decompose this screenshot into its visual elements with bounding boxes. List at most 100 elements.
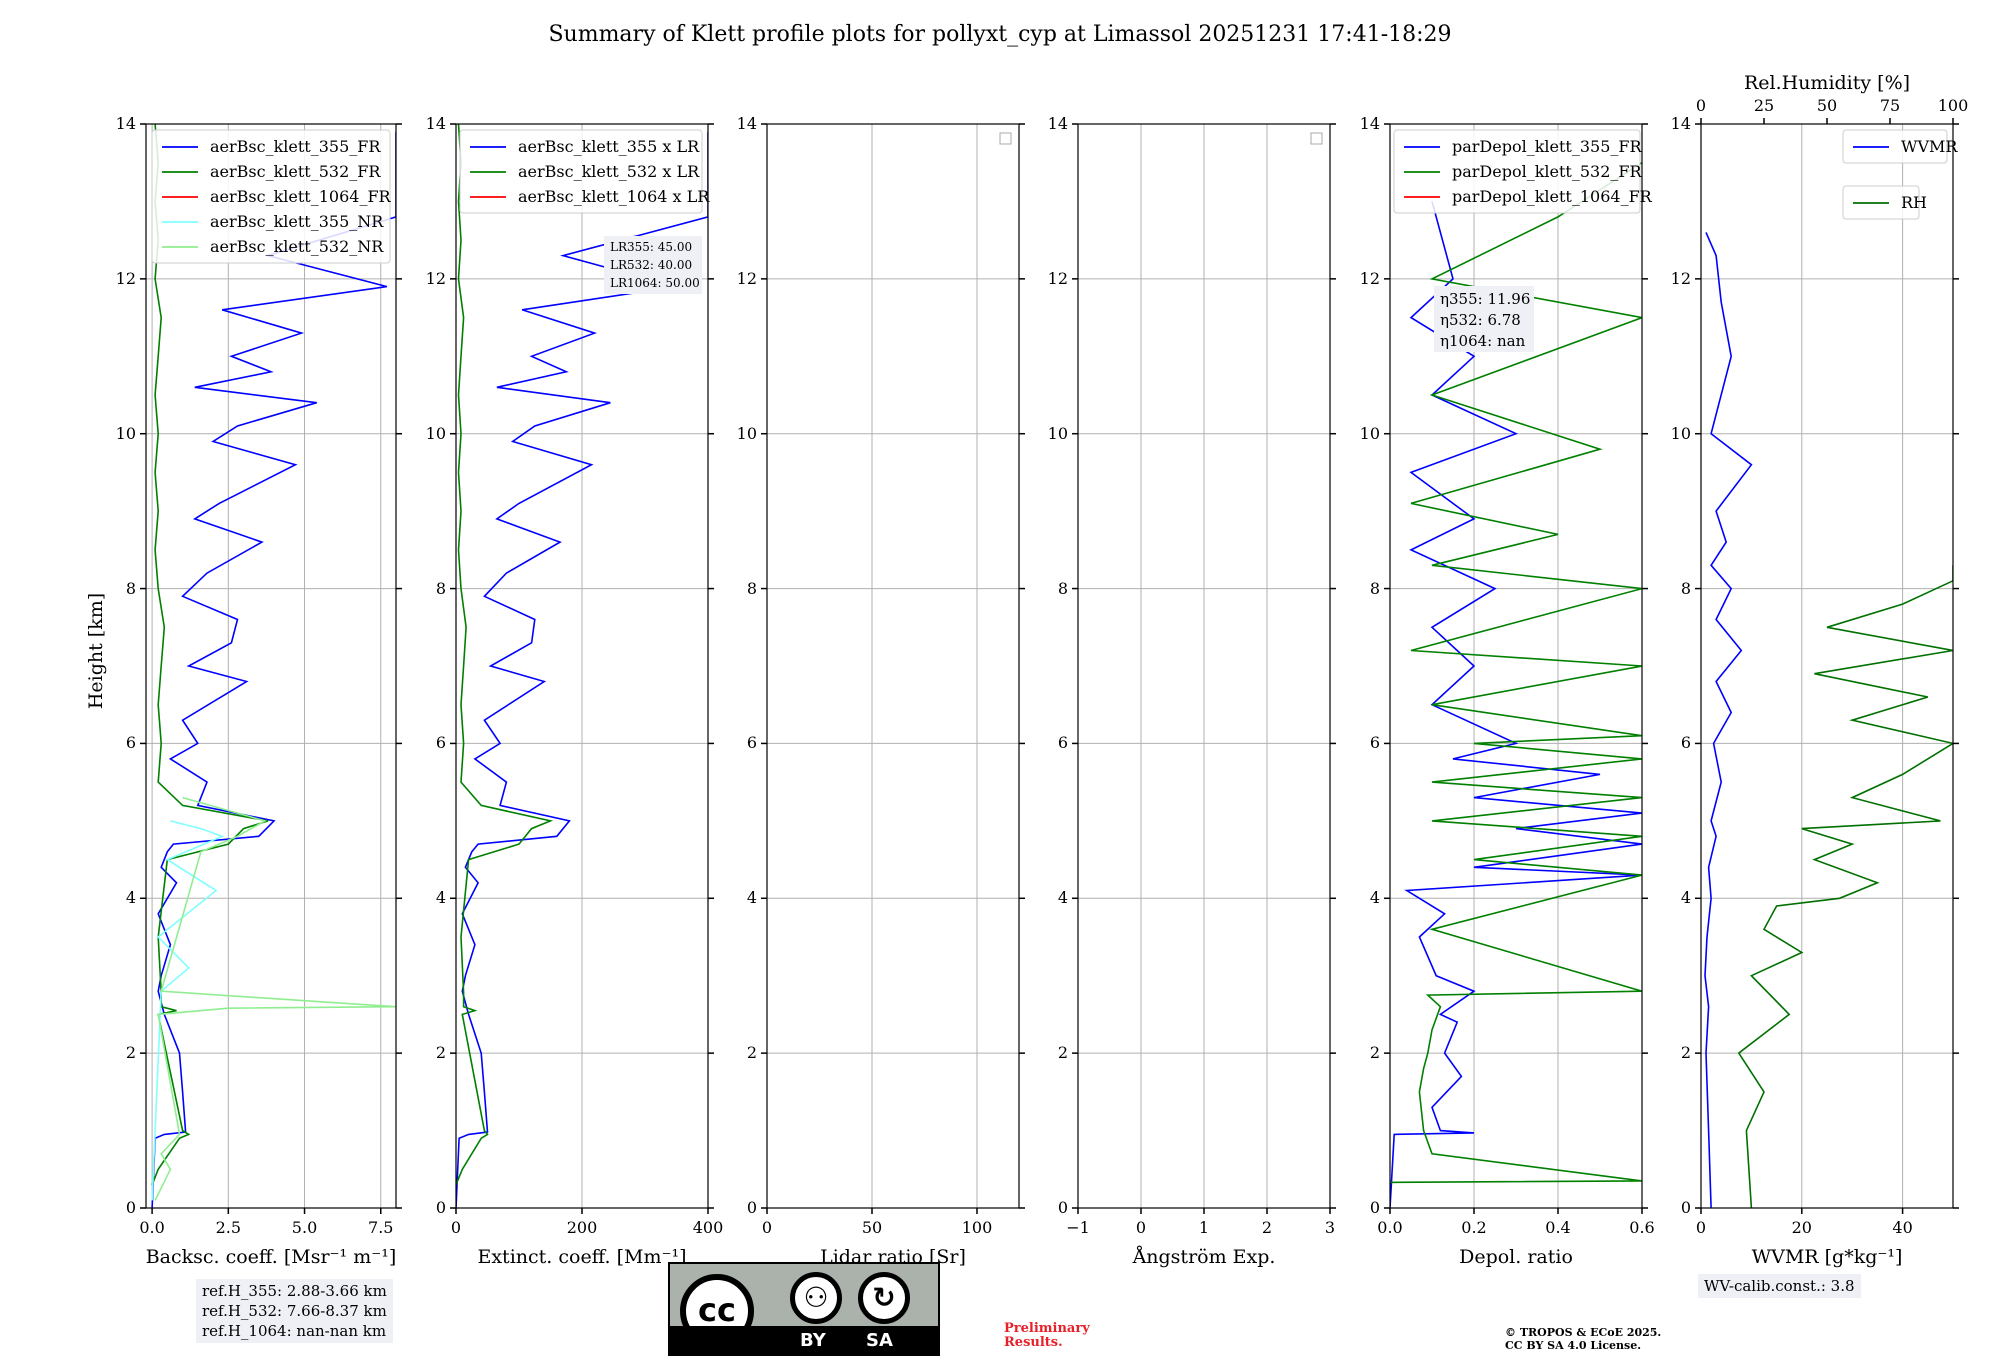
- eta-annotation-line: η532: 6.78: [1440, 311, 1521, 329]
- lr-annotation-line: LR532: 40.00: [610, 258, 693, 272]
- x-tick-label: 2.5: [215, 1218, 242, 1237]
- series-line-parDepol_klett_532_FR: [1390, 162, 1642, 1184]
- legend-entry: parDepol_klett_1064_FR: [1452, 187, 1652, 206]
- legend-entry: aerBsc_klett_532_NR: [210, 237, 384, 256]
- panel-backscatter: [140, 123, 402, 1214]
- y-tick-label: 10: [1359, 423, 1380, 443]
- x-tick-label: 0.0: [1377, 1218, 1403, 1237]
- share-alike-icon: ↻: [858, 1272, 910, 1324]
- y-tick-label: 0: [125, 1198, 136, 1217]
- y-tick-label: 0: [1680, 1198, 1691, 1217]
- legend-entry: aerBsc_klett_1064 x LR: [518, 187, 710, 206]
- x-tick-label: 0.0: [139, 1218, 165, 1237]
- x-axis-label: Ångström Exp.: [1132, 1246, 1276, 1268]
- top-x-tick-label: 25: [1753, 96, 1775, 115]
- legend-entry: aerBsc_klett_532_FR: [210, 162, 381, 181]
- eta-annotation-line: η355: 11.96: [1440, 290, 1531, 308]
- copyright-line-1: © TROPOS & ECoE 2025.: [1505, 1326, 1662, 1339]
- panel-frame: [766, 123, 1020, 1209]
- ref-height-1064: ref.H_1064: nan-nan km: [202, 1322, 387, 1340]
- legend-entry: WVMR: [1901, 137, 1958, 156]
- legend-box-extinction: [459, 129, 703, 214]
- y-tick-label: 14: [1047, 114, 1068, 133]
- series-line-aerBsc_klett_532 x LR: [456, 124, 554, 1186]
- legend-entry: parDepol_klett_532_FR: [1452, 162, 1642, 181]
- y-tick-label: 8: [125, 578, 136, 598]
- y-tick-label: 2: [125, 1043, 136, 1063]
- copyright-line-2: CC BY SA 4.0 License.: [1505, 1339, 1642, 1352]
- legend-box-wvmr: [1842, 129, 1948, 164]
- y-tick-label: 4: [746, 888, 757, 908]
- x-axis-label: Backsc. coeff. [Msr⁻¹ m⁻¹]: [145, 1246, 397, 1268]
- lr-annotation-box: [604, 236, 702, 294]
- x-tick-label: 2: [1261, 1218, 1273, 1237]
- x-axis-label: Extinct. coeff. [Mm⁻¹]: [477, 1246, 687, 1268]
- y-tick-label: 2: [435, 1043, 446, 1063]
- legend-entry: aerBsc_klett_532 x LR: [518, 162, 700, 181]
- y-tick-label: 14: [1359, 114, 1380, 133]
- wv-calib-text: WV-calib.const.: 3.8: [1704, 1277, 1855, 1295]
- preliminary-note: Preliminary Results.: [1004, 1322, 1090, 1350]
- legend-entry: aerBsc_klett_355_FR: [210, 137, 381, 156]
- legend-box-depol: [1393, 129, 1641, 214]
- ref-height-355: ref.H_355: 2.88-3.66 km: [202, 1282, 387, 1300]
- x-tick-label: 0.6: [1629, 1218, 1655, 1237]
- y-tick-label: 8: [1680, 578, 1691, 598]
- series-line-aerBsc_klett_532_NR: [154, 796, 396, 1201]
- y-tick-label: 8: [746, 578, 757, 598]
- top-x-axis-label: Rel.Humidity [%]: [1743, 72, 1911, 94]
- panel-frame: [145, 123, 397, 1209]
- x-axis-label: Depol. ratio: [1459, 1246, 1573, 1268]
- copyright-note: © TROPOS & ECoE 2025. CC BY SA 4.0 Licen…: [1505, 1326, 1661, 1352]
- y-tick-label: 4: [1369, 888, 1380, 908]
- x-tick-label: 50: [861, 1218, 883, 1237]
- panel-frame: [1700, 123, 1954, 1209]
- top-x-tick-label: 75: [1879, 96, 1901, 115]
- x-tick-label: 0: [450, 1218, 462, 1237]
- x-tick-label: 0: [761, 1218, 773, 1237]
- y-tick-label: 10: [1047, 423, 1068, 443]
- cc-sa-label: SA: [866, 1330, 893, 1351]
- series-group: [151, 124, 396, 1208]
- y-tick-label: 2: [1369, 1043, 1380, 1063]
- figure-title: Summary of Klett profile plots for polly…: [548, 22, 1452, 47]
- y-tick-label: 14: [115, 114, 136, 133]
- x-axis-label: WVMR [g*kg⁻¹]: [1751, 1246, 1903, 1268]
- x-tick-label: 0: [1135, 1218, 1147, 1237]
- panel-angstrom: [1072, 123, 1336, 1214]
- y-tick-label: 12: [425, 268, 446, 288]
- series-group: [1704, 232, 1953, 1208]
- y-tick-label: 6: [435, 733, 446, 753]
- y-tick-label: 0: [435, 1198, 446, 1217]
- y-tick-label: 12: [736, 268, 757, 288]
- y-tick-label: 4: [1057, 888, 1068, 908]
- legend-entry: parDepol_klett_355_FR: [1452, 137, 1642, 156]
- y-tick-label: 6: [746, 733, 757, 753]
- y-tick-label: 6: [1680, 733, 1691, 753]
- panel-frame: [1389, 123, 1643, 1209]
- x-tick-label: 7.5: [368, 1218, 394, 1237]
- y-tick-label: 12: [1670, 268, 1691, 288]
- panel-extinction: [450, 123, 714, 1214]
- series-line-RH: [1737, 565, 1953, 1208]
- x-tick-label: 20: [1791, 1218, 1812, 1237]
- series-line-parDepol_klett_355_FR: [1390, 201, 1642, 1208]
- x-tick-label: 0.2: [1461, 1218, 1487, 1237]
- preliminary-line-2: Results.: [1004, 1335, 1063, 1350]
- y-tick-label: 6: [125, 733, 136, 753]
- lr-annotation-line: LR355: 45.00: [610, 240, 693, 254]
- series-group: [456, 124, 708, 1208]
- y-tick-label: 14: [736, 114, 757, 133]
- y-tick-label: 2: [746, 1043, 757, 1063]
- x-tick-label: 40: [1892, 1218, 1913, 1237]
- series-group: [1390, 162, 1642, 1208]
- legend-entry: RH: [1901, 193, 1927, 212]
- y-tick-label: 4: [1680, 888, 1691, 908]
- lr-annotation-line: LR1064: 50.00: [610, 276, 700, 290]
- legend-entry: aerBsc_klett_355 x LR: [518, 137, 700, 156]
- legend-entry: aerBsc_klett_355_NR: [210, 212, 384, 231]
- legend-entry: aerBsc_klett_1064_FR: [210, 187, 391, 206]
- y-tick-label: 2: [1057, 1043, 1068, 1063]
- cc-by-label: BY: [800, 1330, 826, 1351]
- y-tick-label: 12: [1359, 268, 1380, 288]
